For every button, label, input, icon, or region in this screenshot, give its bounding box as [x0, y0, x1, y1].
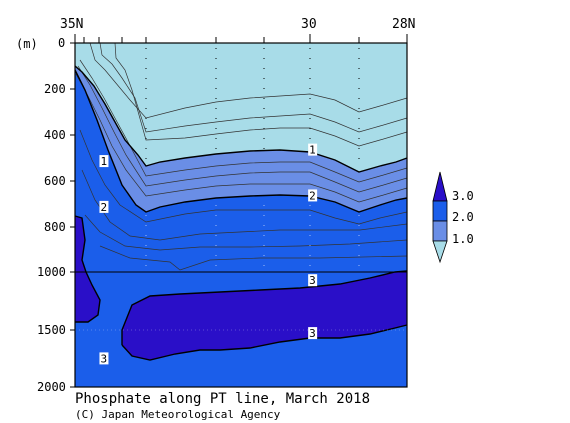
- contour-label: 3: [308, 274, 318, 287]
- contour-label: 1: [308, 143, 318, 157]
- svg-text:3: 3: [309, 274, 316, 287]
- contour-label-layer: 1 1 2 2 3 3 3: [99, 143, 318, 365]
- y-ticks: [70, 42, 75, 388]
- legend-swatch-max: [432, 171, 448, 202]
- y-axis-label: (m): [16, 37, 38, 51]
- contour-label: 1: [99, 155, 109, 168]
- station-lines: [145, 48, 360, 165]
- legend-label-3: 3.0: [452, 189, 474, 203]
- y-tick-600: 600: [44, 174, 66, 188]
- legend-swatch-mid: [432, 220, 448, 242]
- x-tick-35N: 35N: [60, 17, 83, 32]
- band-max-left: [75, 216, 100, 322]
- y-tick-400: 400: [44, 128, 66, 142]
- svg-text:3: 3: [309, 327, 316, 340]
- contour-label: 2: [99, 200, 109, 214]
- legend-label-1: 1.0: [452, 232, 474, 246]
- station-lines-deep: [145, 205, 360, 270]
- legend-swatch-low: [432, 240, 448, 264]
- svg-text:1: 1: [309, 144, 316, 157]
- svg-text:1: 1: [100, 155, 107, 168]
- y-tick-800: 800: [44, 220, 66, 234]
- y-tick-200: 200: [44, 82, 66, 96]
- chart-title: Phosphate along PT line, March 2018: [75, 391, 370, 407]
- svg-text:3: 3: [100, 352, 107, 365]
- contour-label: 2: [308, 189, 318, 202]
- top-ticks: [74, 34, 408, 43]
- contour-label: 3: [308, 327, 318, 340]
- color-legend: 3.0 2.0 1.0: [432, 171, 474, 264]
- x-tick-30: 30: [301, 17, 317, 32]
- contour-lines-bold: [74, 65, 408, 361]
- y-tick-0: 0: [58, 36, 65, 50]
- x-tick-28N: 28N: [392, 17, 415, 32]
- legend-swatch-high: [432, 200, 448, 222]
- svg-text:2: 2: [309, 189, 316, 202]
- contour-lines-thin: [75, 42, 408, 271]
- svg-text:2: 2: [100, 201, 107, 214]
- y-tick-1500: 1500: [37, 323, 66, 337]
- y-tick-1000: 1000: [37, 265, 66, 279]
- legend-label-2: 2.0: [452, 210, 474, 224]
- contour-label: 3: [99, 352, 109, 365]
- band-low: [75, 43, 407, 172]
- chart-credit: (C) Japan Meteorological Agency: [75, 408, 281, 421]
- plot-frame: [74, 42, 408, 388]
- band-low-upper: [75, 43, 90, 66]
- y-tick-2000: 2000: [37, 380, 66, 394]
